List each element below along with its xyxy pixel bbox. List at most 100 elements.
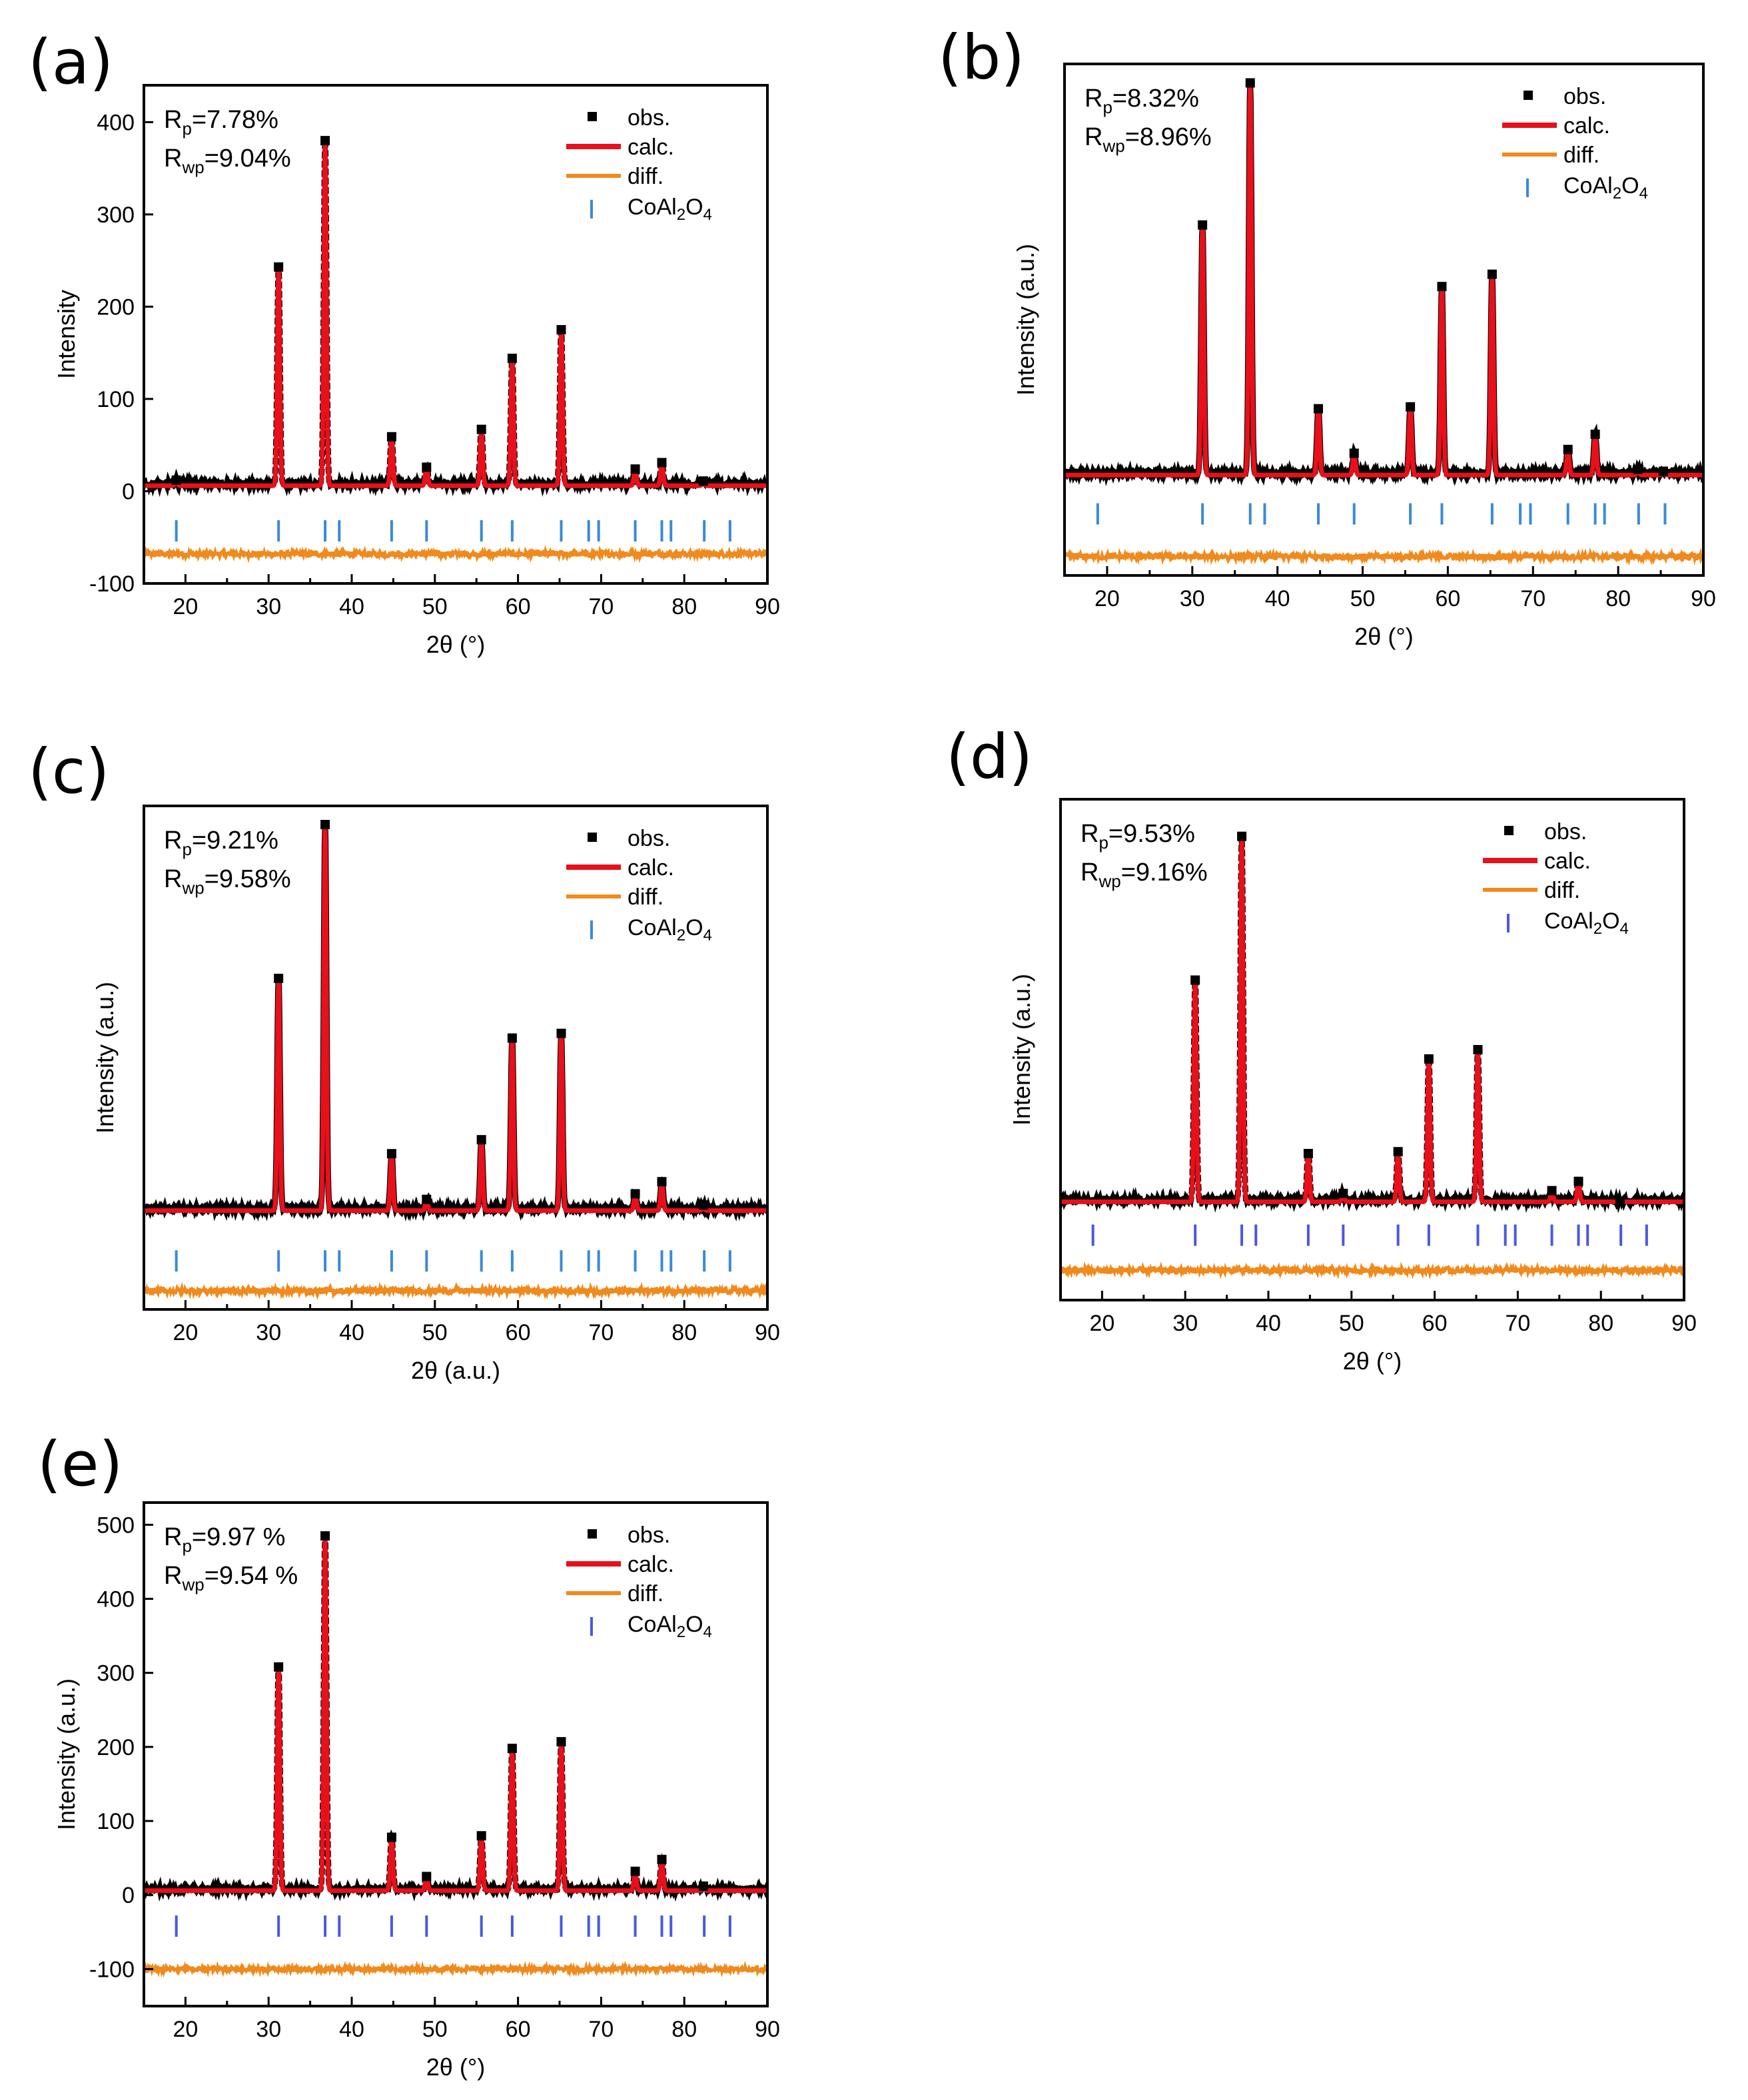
x-tick-label: 90	[1691, 586, 1716, 611]
chart-panel-d: (d) 20 30 40 50 60 70 80 90 2θ (°) Intensity (a.u.…	[946, 721, 1697, 1375]
observed-peak-point	[657, 1177, 667, 1187]
observed-peak-point	[1437, 282, 1447, 292]
x-tick-label: 20	[1089, 1311, 1114, 1336]
legend: obs. calc. diff. CoAl2O4	[566, 105, 712, 224]
x-tick-label: 40	[1265, 586, 1290, 611]
x-tick-label: 70	[588, 1320, 614, 1345]
observed-peak-point	[630, 1866, 640, 1876]
x-tick-label: 90	[755, 2017, 780, 2042]
rwp-value: =9.58%	[205, 865, 291, 893]
rp-value: =9.97 %	[192, 1523, 286, 1551]
x-tick-label: 80	[1588, 1311, 1613, 1336]
legend-obs-label: obs.	[628, 826, 670, 851]
calculated-curve	[144, 1537, 767, 1894]
rp-value: =8.32%	[1112, 85, 1199, 113]
observed-peak-point	[1349, 448, 1359, 458]
observed-peak-point	[507, 354, 517, 364]
observed-peak-point	[386, 1149, 396, 1159]
observed-peak-point	[698, 1200, 708, 1210]
x-tick-label: 70	[1520, 586, 1545, 611]
x-tick-label: 40	[339, 1320, 364, 1345]
legend-calc-label: calc.	[628, 135, 674, 160]
observed-peak-point	[1406, 402, 1416, 412]
chart-panel-e: (e) 20 30 40 50 60 70 80 90 -100 0 100 200 300 400 500 2…	[37, 1429, 780, 2081]
legend-calc-label: calc.	[1544, 849, 1591, 874]
legend-phase-label: CoAl2O4	[1544, 908, 1629, 938]
observed-peak-point	[422, 462, 432, 472]
calculated-curve	[144, 142, 767, 488]
observed-peak-point	[386, 432, 396, 442]
observed-peak-point	[1245, 78, 1255, 88]
legend-obs-label: obs.	[628, 105, 670, 131]
diff-curve	[144, 1960, 767, 1978]
observed-peak-point	[556, 1028, 566, 1038]
plot-frame	[143, 805, 769, 1311]
legend-obs-marker	[588, 112, 597, 121]
legend-obs-marker	[1504, 826, 1514, 835]
observed-peak-point	[630, 464, 640, 474]
observed-peak-point	[1198, 220, 1208, 230]
y-axis-label: Intensity (a.u.)	[1012, 244, 1039, 396]
observed-peak-point	[386, 1832, 396, 1842]
observed-peak-point	[1237, 831, 1247, 841]
observed-peak-point	[556, 1737, 566, 1747]
rp-label: Rp=9.21%	[164, 827, 278, 859]
legend-diff-label: diff.	[628, 164, 663, 189]
calculated-curve	[144, 826, 767, 1214]
observed-peak-point	[274, 974, 284, 983]
rp-label: Rp=7.78%	[164, 106, 278, 139]
x-axis-label: 2θ (°)	[426, 2053, 485, 2081]
rp-label: Rp=8.32%	[1085, 85, 1199, 117]
y-tick-label: 300	[97, 1661, 135, 1686]
observed-peak-point	[1303, 1148, 1313, 1158]
legend-calc-label: calc.	[1563, 113, 1610, 139]
x-tick-label: 70	[588, 594, 614, 619]
x-tick-label: 20	[173, 1320, 198, 1345]
x-tick-label: 60	[506, 594, 531, 619]
observed-peak-point	[171, 475, 181, 485]
y-tick-label: -100	[89, 1957, 135, 1982]
observed-peak-point	[1393, 1147, 1403, 1157]
observed-peak-point	[630, 1189, 640, 1199]
legend-phase-label: CoAl2O4	[628, 1612, 712, 1641]
x-tick-label: 60	[506, 1320, 531, 1345]
observed-peak-point	[1424, 1054, 1434, 1064]
x-tick-label: 60	[506, 2017, 531, 2042]
rp-label: Rp=9.53%	[1081, 820, 1195, 853]
y-tick-label: 200	[97, 294, 135, 320]
observed-peak-point	[476, 1831, 486, 1841]
observed-peak-point	[476, 1135, 486, 1145]
observed-peak-point	[507, 1033, 517, 1043]
x-axis-label: 2θ (°)	[1343, 1347, 1402, 1375]
x-tick-label: 30	[256, 1320, 281, 1345]
legend-phase-label: CoAl2O4	[1563, 173, 1648, 202]
legend-phase-label: CoAl2O4	[628, 915, 712, 944]
chart-panel-a: (a) 20 30 40 50 60 70 80 90 -100 0 100 200 300 400 2θ (…	[28, 27, 780, 658]
x-tick-label: 40	[339, 594, 364, 619]
x-tick-label: 90	[755, 1320, 780, 1345]
x-tick-label: 50	[422, 594, 448, 619]
rwp-label: Rwp=9.58%	[164, 865, 291, 898]
observed-peak-point	[1473, 1045, 1483, 1054]
legend: obs. calc. diff. CoAl2O4	[566, 1523, 712, 1641]
observed-peak-point	[1633, 464, 1643, 474]
x-tick-label: 70	[1505, 1311, 1530, 1336]
observed-peak-point	[1190, 975, 1200, 985]
observed-peak-point	[1573, 1176, 1583, 1186]
legend-diff-label: diff.	[628, 884, 663, 910]
plot-frame	[1059, 798, 1685, 1301]
y-tick-label: 300	[97, 202, 135, 228]
x-tick-label: 30	[1172, 1311, 1198, 1336]
x-tick-label: 80	[671, 1320, 697, 1345]
rwp-value: =9.16%	[1121, 859, 1208, 886]
rwp-label: Rwp=9.16%	[1081, 859, 1208, 891]
y-tick-label: 0	[122, 1883, 135, 1908]
y-axis-label: Intensity (a.u.)	[1008, 974, 1035, 1126]
legend-diff-label: diff.	[1544, 878, 1580, 903]
y-tick-label: 100	[97, 1809, 135, 1834]
diff-curve	[144, 545, 767, 563]
plot-area	[1061, 831, 1684, 1280]
rp-value: =9.21%	[192, 827, 278, 855]
x-tick-label: 40	[1256, 1311, 1281, 1336]
